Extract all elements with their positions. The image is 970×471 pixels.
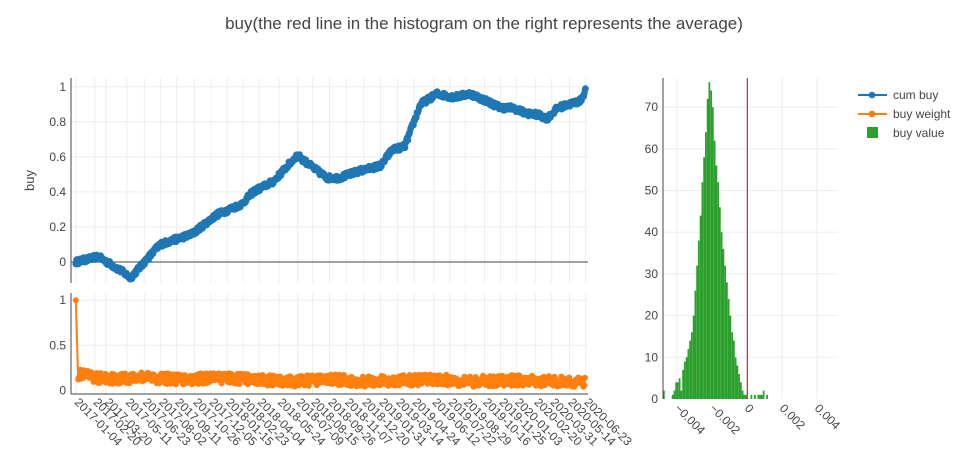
histogram-bar	[684, 361, 686, 399]
panel-buy-weight: 00.512017-01-042017-02-202017-03-202017-…	[49, 293, 635, 449]
histogram-bar	[722, 248, 725, 399]
histogram-bar	[687, 348, 690, 399]
chart-title: buy(the red line in the histogram on the…	[225, 14, 743, 33]
y-tick-label: 0	[59, 255, 66, 269]
y-tick-label: 0	[59, 383, 66, 397]
histogram-bar	[705, 132, 707, 399]
buy-weight-point	[189, 381, 196, 388]
histogram-bar	[759, 394, 761, 399]
histogram-bar	[750, 394, 753, 399]
histogram-bar	[680, 390, 683, 399]
legend-label: buy value	[893, 126, 945, 140]
histogram-bar	[724, 265, 726, 399]
histogram-bar	[696, 265, 698, 399]
x-tick-label: 0.002	[777, 401, 808, 432]
histogram-bar	[694, 290, 697, 399]
histogram-bar	[692, 315, 695, 399]
histogram-bar	[720, 232, 723, 399]
histogram-bar	[729, 315, 732, 399]
legend-label: buy weight	[893, 107, 951, 121]
legend-swatch-marker	[868, 91, 876, 99]
histogram-bar	[766, 394, 768, 399]
histogram-bar	[699, 215, 702, 399]
histogram-bar	[736, 365, 739, 399]
histogram-bar	[708, 82, 711, 400]
panel-cum-buy: 0 0.2 0.4 0.6 0.8 1 buy	[22, 78, 589, 283]
histogram-bar	[762, 390, 765, 399]
histogram-bar	[734, 357, 737, 399]
y-tick-label: 0.6	[49, 150, 66, 164]
histogram-bar	[712, 107, 714, 400]
buy-weight-point	[582, 374, 588, 381]
histogram-bar	[685, 357, 688, 399]
buy-weight-point	[581, 382, 588, 389]
histogram-bar	[703, 157, 705, 399]
cum-buy-point	[582, 85, 589, 92]
y-tick-label: 10	[645, 350, 659, 364]
histogram-bar	[698, 240, 700, 399]
y-tick-label: 0.8	[49, 115, 66, 129]
histogram-bar	[663, 390, 665, 399]
histogram-bar	[727, 298, 730, 399]
histogram-bar	[675, 382, 677, 399]
buy-weight-point	[72, 297, 79, 304]
y-tick-label: 1	[59, 80, 66, 94]
histogram-bar	[745, 394, 747, 399]
histogram-bar	[691, 332, 693, 399]
y-tick-label: 40	[645, 225, 659, 239]
y-tick-label: 50	[645, 184, 659, 198]
histogram-bar	[719, 207, 721, 399]
histogram-bar	[741, 390, 744, 399]
buy-weight-point	[380, 373, 387, 380]
y-tick-label: 0.2	[49, 220, 66, 234]
histogram-bar	[740, 382, 742, 399]
histogram-bar	[710, 90, 712, 399]
histogram-bar	[673, 390, 676, 399]
legend-swatch	[867, 127, 878, 138]
y-tick-label: 0	[651, 392, 658, 406]
buy-weight-point	[514, 382, 521, 389]
y-tick-label: 30	[645, 267, 659, 281]
buy-weight-point	[359, 373, 366, 380]
histogram-bar	[726, 282, 728, 399]
y-axis-title: buy	[22, 170, 37, 191]
x-tick-label: 0.004	[812, 401, 843, 432]
y-tick-label: 70	[645, 100, 659, 114]
histogram-bar	[682, 369, 684, 399]
legend-label: cum buy	[893, 88, 938, 102]
legend: cum buy buy weight buy value	[858, 88, 951, 140]
legend-swatch-marker	[868, 110, 876, 118]
histogram-bar	[701, 182, 704, 399]
x-tick-label: 0	[742, 401, 757, 416]
histogram-bar	[677, 382, 679, 399]
histogram-bar	[738, 373, 740, 399]
y-tick-label: 1	[59, 293, 66, 307]
y-tick-label: 0.4	[49, 185, 66, 199]
x-tick-label: −0.004	[672, 401, 708, 437]
y-tick-label: 60	[645, 142, 659, 156]
y-tick-label: 20	[645, 309, 659, 323]
histogram-bar	[713, 140, 716, 399]
histogram-bar	[689, 340, 691, 399]
y-tick-label: 0.5	[49, 338, 66, 352]
histogram-bar	[717, 182, 719, 399]
histogram-bar	[671, 394, 674, 399]
x-tick-label: −0.002	[707, 401, 743, 437]
histogram-bar	[715, 165, 718, 399]
histogram-bar	[761, 394, 763, 399]
histogram-bar	[754, 394, 756, 399]
histogram-bar	[706, 98, 709, 399]
histogram-bar	[731, 332, 733, 399]
histogram-bar	[678, 378, 681, 399]
histogram-bar	[733, 340, 735, 399]
histogram-bar	[757, 394, 760, 399]
histogram-bar	[743, 394, 746, 399]
